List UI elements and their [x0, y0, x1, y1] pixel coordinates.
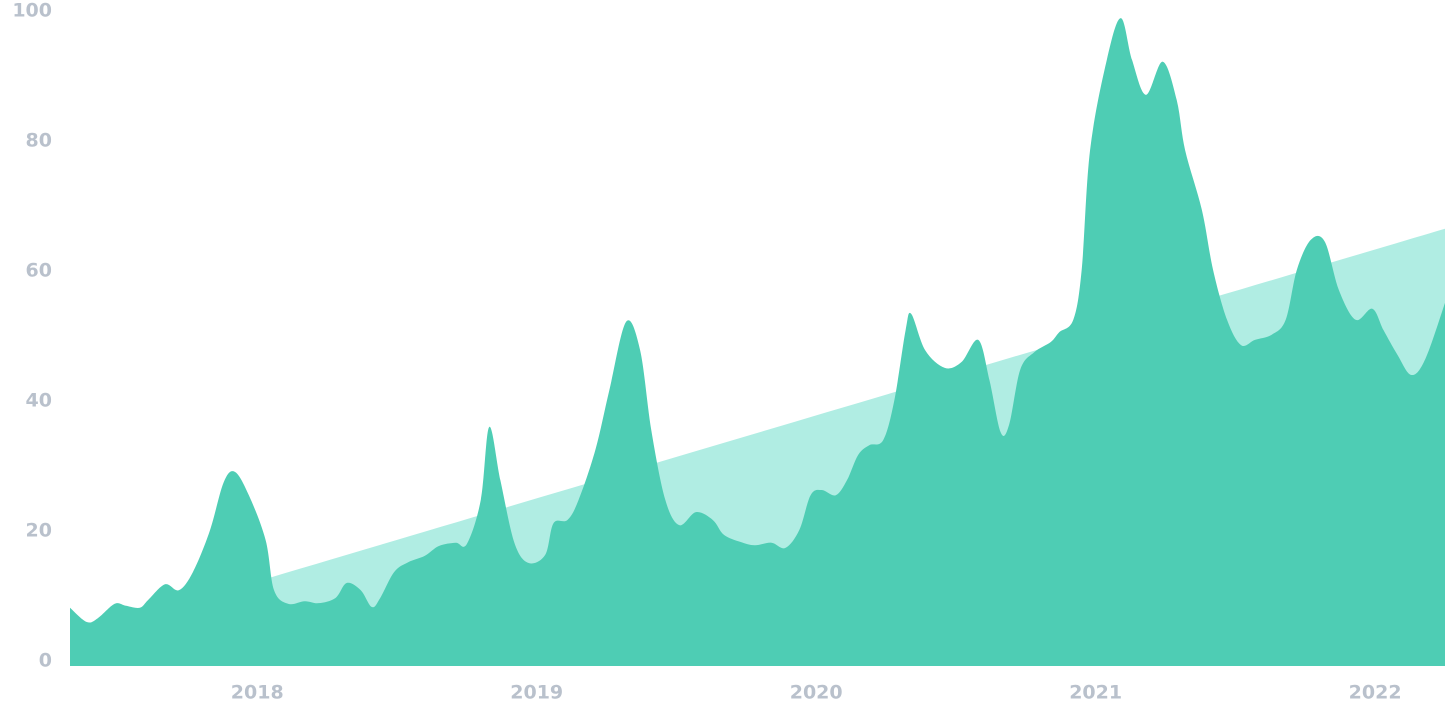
y-tick-label: 20 [26, 520, 52, 542]
y-tick-label: 60 [26, 260, 52, 282]
x-tick-label: 2018 [231, 682, 284, 704]
area [70, 18, 1445, 666]
x-tick-label: 2022 [1349, 682, 1402, 704]
y-tick-label: 80 [26, 130, 52, 152]
x-tick-label: 2019 [510, 682, 563, 704]
y-tick-label: 40 [26, 390, 52, 412]
y-tick-label: 0 [39, 650, 52, 672]
x-tick-label: 2020 [790, 682, 843, 704]
x-tick-label: 2021 [1069, 682, 1122, 704]
y-tick-label: 100 [12, 0, 52, 22]
